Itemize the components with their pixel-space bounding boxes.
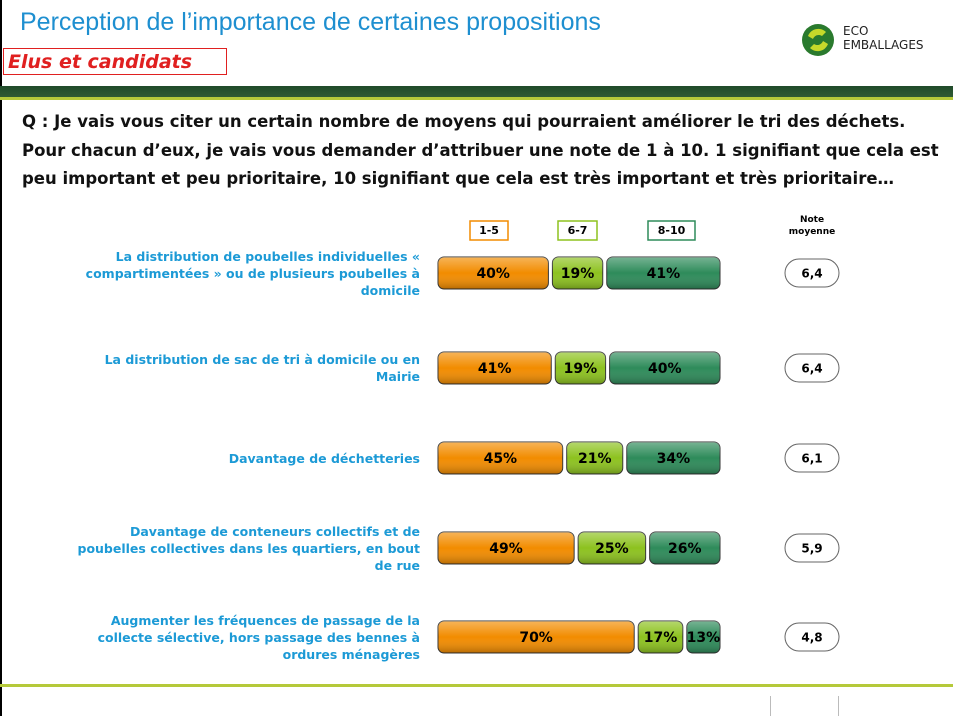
footer-divider (770, 696, 771, 716)
bar-shade (438, 352, 552, 384)
average-label: 6,4 (801, 362, 822, 376)
bar-shade (555, 352, 606, 384)
bar-value-label: 41% (478, 361, 512, 377)
logo-text: ECO (843, 24, 869, 38)
bar-shade (438, 442, 563, 474)
header-band (0, 86, 953, 100)
bar-shade (606, 257, 720, 289)
category-label: Davantage de conteneurs collectifs et de… (77, 523, 421, 573)
logo-icon (802, 24, 834, 56)
bar-value-label: 13% (687, 630, 721, 646)
bar-shade (438, 621, 635, 653)
average-badge (784, 443, 840, 473)
legend-label: 6-7 (568, 224, 588, 237)
left-border (0, 0, 2, 716)
average-label: 6,4 (801, 267, 822, 281)
bar-value-label: 17% (644, 630, 678, 646)
average-header: Note moyenne (789, 215, 835, 237)
footer-line (0, 684, 953, 687)
bar-shade (438, 532, 575, 564)
bar-shade (578, 532, 646, 564)
bar-value-label: 41% (647, 266, 681, 282)
bar-value-label: 26% (668, 541, 702, 557)
average-label: 6,1 (801, 452, 822, 466)
question: Q : Je vais vous citer un certain nombre… (22, 112, 939, 188)
bar-value-label: 19% (561, 266, 595, 282)
footer-divider (838, 696, 839, 716)
average-label: 5,9 (801, 542, 822, 556)
average-badge (784, 353, 840, 383)
category-label: Davantage de déchetteries (228, 450, 420, 466)
bar-shade (686, 621, 720, 653)
average-label: 4,8 (801, 631, 822, 645)
bar-value-label: 70% (519, 630, 553, 646)
bar-value-label: 21% (578, 451, 612, 467)
bar-value-label: 45% (484, 451, 518, 467)
bar-value-label: 40% (648, 361, 682, 377)
slide-title: Perception de l’importance de certaines … (20, 8, 601, 36)
legend-label: 8-10 (658, 224, 686, 237)
category-label: La distribution de poubelles individuell… (85, 248, 420, 298)
bar-value-label: 25% (595, 541, 629, 557)
bar-shade (552, 257, 603, 289)
bar-shade (609, 352, 720, 384)
category-label: La distribution de sac de tri à domicile… (104, 352, 420, 384)
bar-value-label: 34% (657, 451, 691, 467)
average-badge (784, 533, 840, 563)
legend-swatch (469, 220, 509, 241)
bar-shade (638, 621, 683, 653)
legend-swatch (647, 220, 696, 241)
bar-shade (566, 442, 623, 474)
slide-subtitle: Elus et candidats (3, 48, 227, 75)
category-label: Augmenter les fréquences de passage de l… (97, 612, 420, 662)
bar-shade (649, 532, 720, 564)
bar-value-label: 49% (489, 541, 523, 557)
bar-shade (438, 257, 549, 289)
average-badge (784, 258, 840, 288)
logo-text: EMBALLAGES (843, 38, 924, 52)
legend-label: 1-5 (479, 224, 499, 237)
bar-value-label: 19% (564, 361, 598, 377)
logo-arrow (810, 41, 828, 52)
logo-arrow (808, 28, 826, 39)
legend-swatch (557, 220, 598, 241)
bar-value-label: 40% (476, 266, 510, 282)
bar-shade (626, 442, 720, 474)
average-badge (784, 622, 840, 652)
